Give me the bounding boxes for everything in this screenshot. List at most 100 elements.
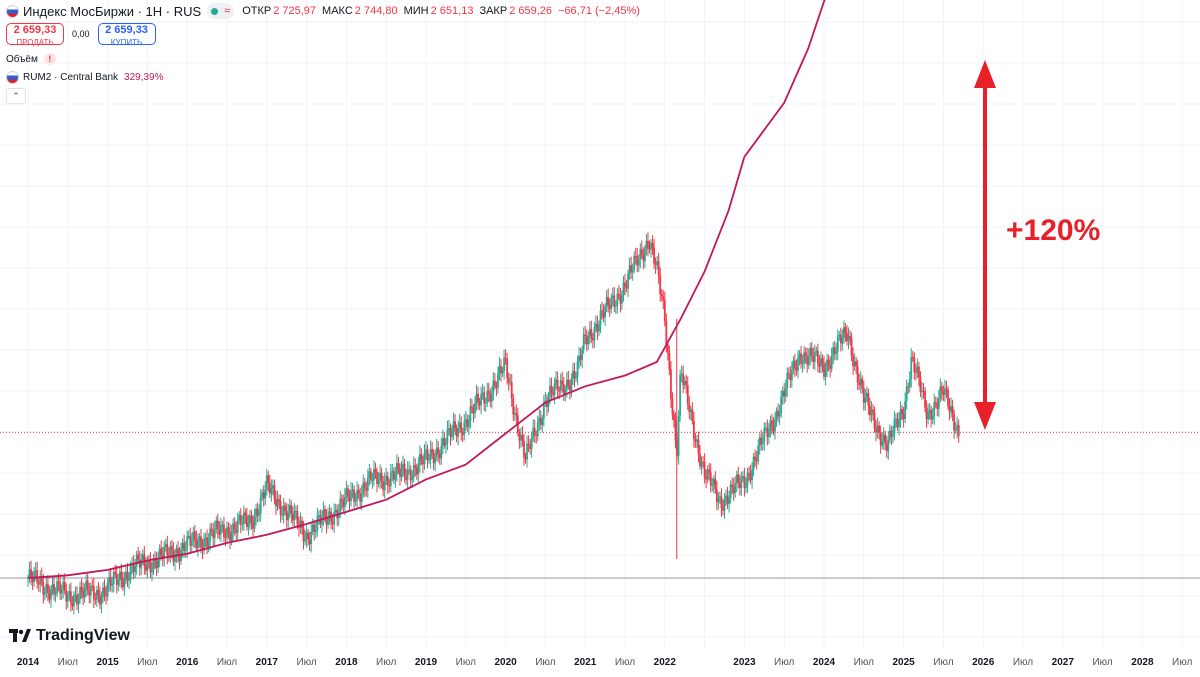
- candle-body: [559, 380, 562, 391]
- candle-body: [54, 593, 57, 595]
- candle-body: [174, 556, 176, 562]
- candle-body: [374, 469, 377, 473]
- candle-body: [780, 396, 783, 414]
- candle-body: [409, 469, 412, 481]
- candle-body: [495, 385, 498, 388]
- candle-body: [31, 577, 34, 583]
- candle-body: [333, 511, 336, 525]
- candle-body: [504, 357, 507, 359]
- candle-body: [642, 255, 645, 261]
- candle-body: [203, 538, 205, 551]
- buy-button[interactable]: 2 659,33 КУПИТЬ: [97, 23, 156, 47]
- candle-body: [478, 401, 481, 406]
- candle-body: [408, 469, 411, 471]
- candle-body: [95, 590, 98, 600]
- candle-body: [118, 571, 121, 581]
- candle-body: [627, 273, 629, 289]
- candle-body: [891, 433, 894, 437]
- candle-body: [527, 443, 530, 445]
- candle-body: [163, 547, 166, 559]
- candle-body: [458, 422, 461, 429]
- candle-body: [440, 445, 443, 459]
- sell-button[interactable]: 2 659,33 ПРОДАТЬ: [6, 23, 64, 47]
- candle-body: [80, 587, 83, 591]
- candle-body: [856, 366, 859, 383]
- spread-value: 0,00: [72, 29, 90, 39]
- market-status[interactable]: ≈: [207, 3, 235, 19]
- warning-icon[interactable]: !: [43, 53, 56, 65]
- candle-body: [564, 389, 567, 395]
- candle-body: [795, 368, 798, 371]
- candle-body: [549, 385, 551, 397]
- candle-body: [405, 474, 407, 480]
- sell-price: 2 659,33: [13, 24, 57, 36]
- candle-body: [526, 443, 528, 460]
- candle-body: [778, 413, 781, 417]
- candle-body: [324, 509, 326, 517]
- candle-body: [882, 434, 885, 442]
- candle-body: [911, 356, 914, 358]
- candle-body: [472, 408, 475, 414]
- candle-body: [152, 558, 155, 570]
- candle-body: [48, 592, 51, 600]
- overlay-legend[interactable]: RUM2 · Central Bank 329,39%: [6, 71, 646, 84]
- candle-body: [708, 469, 711, 473]
- candle-body: [731, 484, 734, 487]
- candle-body: [679, 375, 682, 416]
- candle-body: [489, 393, 492, 402]
- candle-body: [284, 505, 287, 511]
- candle-body: [276, 498, 279, 507]
- candle-body: [804, 352, 807, 356]
- candle-body: [752, 456, 755, 470]
- candle-body: [354, 500, 357, 502]
- candle-body: [931, 416, 934, 420]
- candle-body: [249, 515, 251, 524]
- candle-body: [838, 334, 841, 337]
- candle-body: [694, 439, 697, 442]
- collapse-legend-icon[interactable]: ⌃: [6, 88, 26, 104]
- candle-body: [256, 508, 259, 516]
- candle-body: [533, 427, 536, 435]
- candle-body: [227, 527, 230, 532]
- candle-body: [613, 295, 616, 307]
- candle-body: [483, 392, 486, 404]
- symbol-title[interactable]: Индекс МосБиржи · 1Н · RUS: [23, 3, 202, 19]
- x-tick-label: Июл: [1012, 657, 1034, 668]
- candle-body: [884, 434, 887, 444]
- candle-body: [947, 389, 949, 406]
- candle-body: [751, 469, 753, 481]
- candle-body: [745, 485, 747, 488]
- candle-body: [88, 590, 91, 596]
- candle-body: [301, 520, 303, 528]
- candle-body: [37, 582, 40, 585]
- volume-indicator[interactable]: Объём !: [6, 53, 646, 65]
- candle-body: [457, 428, 460, 437]
- time-axis[interactable]: 2014 Июл 2015 Июл 2016 Июл 2017 Июл 2018 Июл 2019 И…: [0, 657, 1200, 671]
- candle-body: [394, 474, 397, 480]
- candle-body: [653, 247, 655, 264]
- candle-body: [253, 516, 256, 529]
- candle-body: [940, 386, 943, 392]
- candle-body: [76, 594, 78, 605]
- candle-body: [226, 527, 228, 538]
- candle-body: [339, 498, 342, 513]
- candle-body: [781, 391, 784, 397]
- close-value: 2 659,26: [509, 5, 553, 17]
- candle-body: [650, 242, 652, 250]
- candle-body: [353, 489, 355, 502]
- tradingview-logo[interactable]: TradingView: [9, 627, 130, 645]
- candle-body: [507, 377, 510, 383]
- candle-body: [902, 413, 905, 419]
- candle-body: [830, 355, 833, 369]
- candle-body: [810, 347, 813, 357]
- candle-body: [466, 419, 469, 428]
- candle-body: [910, 356, 913, 379]
- candle-body: [647, 240, 649, 248]
- candle-body: [670, 369, 672, 400]
- candle-body: [169, 546, 172, 556]
- candle-body: [801, 363, 804, 365]
- candle-body: [637, 259, 640, 266]
- candle-body: [936, 402, 939, 409]
- candle-body: [602, 311, 605, 318]
